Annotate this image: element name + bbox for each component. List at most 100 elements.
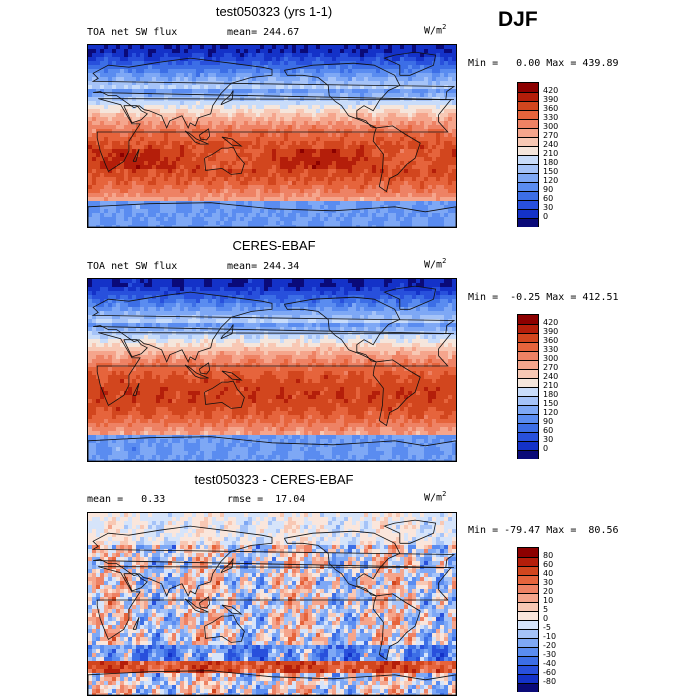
panel-2-mean-label: mean= 244.34	[227, 261, 300, 272]
coastlines	[88, 519, 456, 695]
panel-3-mean-label: mean = 0.33	[87, 494, 166, 505]
colorbar-tick-label: 360	[543, 104, 559, 113]
colorbar-segment	[518, 387, 538, 396]
colorbar-segment	[518, 182, 538, 191]
colorbar-tick-label: 30	[543, 578, 554, 587]
coastline	[123, 339, 148, 358]
colorbar-bar	[517, 314, 539, 459]
colorbar-tick-label: 40	[543, 569, 554, 578]
colorbar-segment	[518, 557, 538, 566]
coastline	[132, 148, 140, 162]
coastline	[383, 51, 437, 76]
coastlines	[88, 285, 456, 461]
colorbar-tick-label: 20	[543, 587, 554, 596]
panel-1-units: W/m2	[424, 23, 447, 37]
colorbar-segment	[518, 441, 538, 450]
colorbar-bar	[517, 547, 539, 692]
panel-3-units: W/m2	[424, 490, 447, 504]
coastline	[204, 614, 245, 643]
coastline	[204, 380, 245, 409]
colorbar-segment	[518, 414, 538, 423]
coastline	[220, 324, 234, 340]
colorbar-segment	[518, 396, 538, 405]
coastline	[383, 285, 437, 310]
colorbar-segment	[518, 164, 538, 173]
colorbar-tick-label: -10	[543, 632, 557, 641]
coastline	[283, 530, 401, 597]
colorbar-tick-label: 270	[543, 363, 559, 372]
colorbar-segment	[518, 423, 538, 432]
colorbar-tick-label: 180	[543, 390, 559, 399]
coastline	[372, 359, 421, 427]
panel-1-map	[87, 44, 457, 228]
colorbar-segment	[518, 173, 538, 182]
panel-2-title: CERES-EBAF	[232, 238, 316, 253]
colorbar-tick-label: 240	[543, 372, 559, 381]
coastline	[220, 90, 234, 106]
colorbar-segment	[518, 611, 538, 620]
coastline	[221, 370, 243, 381]
panel-3-title: test050323 - CERES-EBAF	[194, 472, 354, 487]
coastline	[123, 105, 148, 124]
colorbar-tick-label: 0	[543, 614, 549, 623]
colorbar-tick-label: 300	[543, 122, 559, 131]
colorbar-tick-label: 240	[543, 140, 559, 149]
coastline	[88, 670, 456, 695]
coastline	[204, 146, 245, 175]
colorbar-tick-label: 330	[543, 113, 559, 122]
coastline	[199, 362, 211, 375]
colorbar-segment	[518, 647, 538, 656]
colorbar-segment	[518, 209, 538, 218]
colorbar-segment	[518, 575, 538, 584]
colorbar-tick-label: -5	[543, 623, 551, 632]
colorbar-tick-label: 330	[543, 345, 559, 354]
coastline	[91, 57, 456, 129]
colorbar-segment	[518, 360, 538, 369]
colorbar-tick-label: 30	[543, 203, 554, 212]
colorbar-segment	[518, 638, 538, 647]
colorbar-segment	[518, 378, 538, 387]
coastline	[220, 558, 234, 574]
colorbar-tick-label: 5	[543, 605, 549, 614]
panel-1-minmax: Min = 0.00 Max = 439.89	[468, 58, 619, 69]
coastline	[132, 616, 140, 630]
colorbar-tick-label: 420	[543, 86, 559, 95]
colorbar-tick-label: 0	[543, 444, 549, 453]
panel-1-title: test050323 (yrs 1-1)	[215, 4, 333, 19]
colorbar-tick-label: 80	[543, 551, 554, 560]
coastline	[184, 598, 209, 613]
coastlines	[88, 51, 456, 227]
colorbar-tick-label: 120	[543, 408, 559, 417]
coastline	[283, 296, 401, 363]
colorbar-segment	[518, 137, 538, 146]
colorbar-tick-label: 90	[543, 417, 554, 426]
coastline	[91, 525, 456, 597]
colorbar-segment	[518, 566, 538, 575]
colorbar-tick-label: 180	[543, 158, 559, 167]
coastline	[221, 604, 243, 615]
colorbar-tick-label: 150	[543, 167, 559, 176]
colorbar-tick-label: 300	[543, 354, 559, 363]
colorbar-segment	[518, 405, 538, 414]
colorbar-tick-label: 0	[543, 212, 549, 221]
coastline	[199, 128, 211, 141]
colorbar-segment	[518, 324, 538, 333]
panel-3-rmse-label: rmse = 17.04	[227, 494, 306, 505]
colorbar-tick-label: 360	[543, 336, 559, 345]
colorbar-segment	[518, 369, 538, 378]
colorbar-segment	[518, 674, 538, 683]
colorbar-segment	[518, 665, 538, 674]
colorbar-segment	[518, 92, 538, 101]
colorbar-bar	[517, 82, 539, 227]
field-cells	[88, 513, 456, 695]
colorbar-tick-label: 30	[543, 435, 554, 444]
colorbar-segment	[518, 191, 538, 200]
coastline	[88, 202, 456, 227]
colorbar-segment	[518, 602, 538, 611]
colorbar-tick-label: 120	[543, 176, 559, 185]
coastline	[283, 62, 401, 129]
colorbar-segment	[518, 351, 538, 360]
colorbar-segment	[518, 593, 538, 602]
colorbar-tick-label: -40	[543, 659, 557, 668]
colorbar-tick-label: -30	[543, 650, 557, 659]
